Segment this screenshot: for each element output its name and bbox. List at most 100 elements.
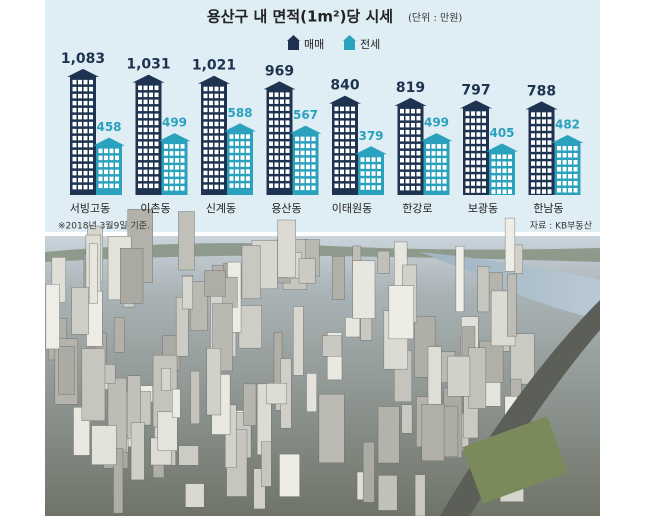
- legend-roof: [343, 35, 356, 41]
- photo-building: [421, 404, 445, 462]
- photo-building: [91, 425, 117, 465]
- x-tick-label: 한남동: [533, 202, 563, 215]
- photo-building: [261, 441, 272, 487]
- photo-building: [352, 260, 376, 319]
- bar-roof: [93, 137, 125, 146]
- photo-building: [253, 468, 266, 510]
- photo-building: [206, 348, 222, 416]
- legend-label: 전세: [360, 38, 380, 51]
- photo-building: [507, 273, 517, 337]
- photo-building: [181, 275, 193, 310]
- photo-building: [120, 248, 144, 304]
- value-label: 969: [265, 63, 294, 79]
- bar-roof: [289, 125, 322, 134]
- bar-roof: [420, 133, 453, 142]
- bar-roof: [224, 123, 256, 132]
- bar-roof: [394, 97, 427, 106]
- x-tick-label: 서빙고동: [70, 202, 110, 215]
- footnote: ※2018년 3월9일 기준.: [58, 220, 150, 232]
- photo-building: [45, 284, 60, 350]
- chart-background: [45, 0, 600, 232]
- chart-subtitle: (단위 : 만원): [408, 11, 462, 24]
- bar: [332, 102, 358, 195]
- x-tick-label: 용산동: [271, 202, 301, 215]
- value-label: 499: [424, 116, 449, 130]
- photo-building: [277, 219, 296, 278]
- x-tick-label: 신계동: [206, 202, 236, 215]
- photo-building: [113, 448, 124, 514]
- photo-building: [178, 445, 199, 466]
- photo-building: [172, 388, 181, 418]
- photo-building: [178, 211, 195, 271]
- photo-building: [225, 404, 237, 468]
- value-label: 499: [162, 116, 187, 130]
- bar: [489, 150, 515, 195]
- bar: [292, 132, 319, 195]
- value-label: 1,021: [192, 58, 236, 74]
- value-label: 458: [96, 120, 121, 134]
- photo-building: [204, 270, 226, 297]
- photo-building: [306, 373, 317, 412]
- bar-roof: [263, 81, 296, 90]
- photo-building: [161, 368, 171, 391]
- x-tick-label: 보광동: [468, 202, 498, 215]
- bar: [358, 153, 384, 195]
- bar-roof: [525, 101, 558, 110]
- x-tick-label: 이촌동: [140, 202, 170, 215]
- bar-roof: [460, 100, 492, 109]
- photo-building: [243, 383, 257, 426]
- photo-building: [401, 404, 413, 434]
- bar: [266, 88, 293, 195]
- photo-field: [462, 416, 568, 504]
- value-label: 567: [293, 108, 318, 122]
- bar-roof: [329, 95, 361, 104]
- photo-building: [468, 347, 487, 409]
- photo-building: [510, 333, 535, 385]
- photo-building: [88, 243, 98, 304]
- legend-label: 매매: [304, 38, 324, 51]
- photo-building: [488, 272, 503, 293]
- photo-building: [81, 348, 106, 421]
- photo-building: [377, 475, 398, 511]
- x-tick-label: 이태원동: [332, 202, 372, 215]
- photo-building: [514, 244, 523, 274]
- value-label: 1,031: [126, 57, 170, 73]
- bar-roof: [551, 134, 584, 143]
- x-tick-label: 한강로: [402, 202, 432, 215]
- photo-building: [455, 246, 465, 312]
- chart-title: 용산구 내 면적(1m²)당 시세: [207, 8, 393, 26]
- photo-building: [377, 406, 400, 464]
- bar: [423, 140, 450, 195]
- photo-building: [318, 393, 345, 463]
- bar-roof: [67, 68, 99, 77]
- photo-building: [241, 245, 261, 299]
- value-label: 405: [489, 126, 514, 140]
- photo-building: [447, 355, 471, 397]
- photo-building: [279, 453, 300, 497]
- bar: [135, 81, 162, 195]
- photo-building: [157, 411, 178, 451]
- photo-building: [185, 483, 205, 508]
- value-label: 1,083: [61, 51, 105, 67]
- value-label: 819: [396, 80, 425, 96]
- legend-swatch: [344, 40, 355, 50]
- bar-roof: [132, 74, 165, 83]
- bar: [96, 144, 122, 195]
- photo-building: [298, 258, 316, 284]
- photo-building: [362, 441, 375, 503]
- bar: [463, 107, 489, 195]
- photo-building: [130, 422, 145, 481]
- photo-building: [504, 217, 516, 272]
- photo-building: [293, 306, 304, 376]
- bar-roof: [198, 75, 230, 84]
- value-label: 379: [358, 129, 383, 143]
- photo-building: [477, 266, 490, 313]
- photo-building: [331, 256, 345, 300]
- photo-building: [58, 346, 75, 395]
- photo-building: [113, 317, 125, 353]
- value-label: 588: [227, 106, 252, 120]
- bar: [201, 82, 227, 195]
- bar-roof: [486, 143, 518, 152]
